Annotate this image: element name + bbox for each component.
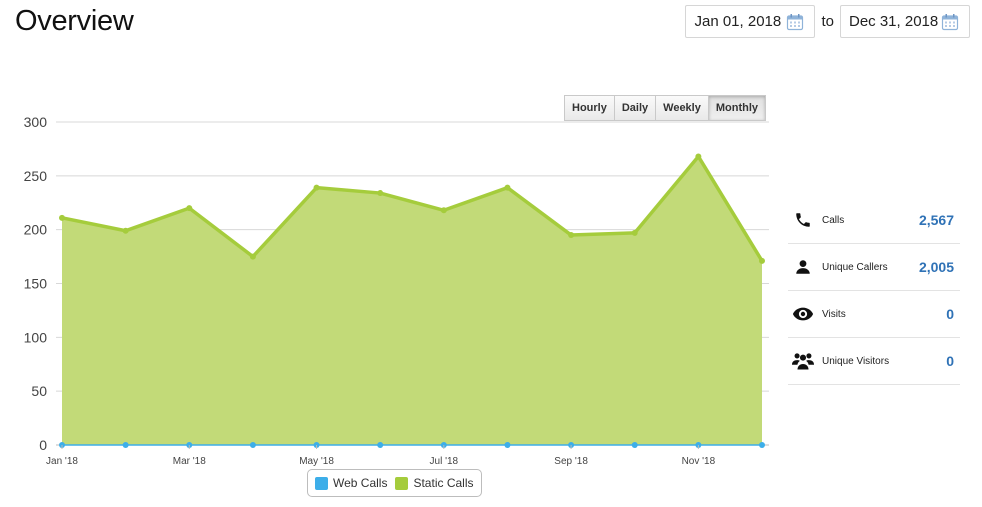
static-calls-point: [504, 184, 511, 191]
page-title: Overview: [15, 5, 134, 37]
legend-swatch: [395, 476, 409, 490]
x-tick-label: Mar '18: [173, 456, 206, 467]
web-calls-point: [249, 442, 256, 448]
granularity-monthly-button[interactable]: Monthly: [707, 95, 767, 121]
y-tick-label: 200: [24, 222, 48, 238]
y-tick-label: 100: [24, 329, 48, 345]
static-calls-point: [59, 214, 65, 221]
static-calls-point: [631, 229, 638, 236]
y-tick-label: 300: [24, 114, 48, 130]
stats-panel: Calls 2,567 Unique Callers 2,005 Visits 0 Uniq…: [788, 197, 960, 385]
date-from-input[interactable]: Jan 01, 2018: [685, 5, 816, 38]
static-calls-point: [440, 207, 447, 214]
legend-label: Static Calls: [413, 476, 474, 490]
date-to-input[interactable]: Dec 31, 2018: [840, 5, 970, 38]
web-calls-point: [122, 442, 129, 448]
user-icon: [792, 256, 814, 278]
date-range: Jan 01, 2018 to Dec 31, 2018: [685, 5, 970, 38]
stat-label: Calls: [822, 214, 845, 226]
static-calls-line: [61, 154, 764, 262]
eye-icon: [792, 303, 814, 325]
static-calls-point: [249, 253, 256, 260]
static-calls-point: [568, 232, 575, 239]
static-calls-area: [62, 156, 762, 445]
granularity-weekly-button[interactable]: Weekly: [655, 95, 708, 121]
static-calls-point: [377, 190, 384, 197]
legend-label: Web Calls: [333, 476, 388, 490]
date-from-value: Jan 01, 2018: [694, 13, 782, 30]
y-tick-label: 0: [39, 437, 47, 453]
x-tick-label: Jul '18: [430, 456, 459, 467]
x-tick-label: Sep '18: [554, 456, 588, 467]
x-tick-label: May '18: [299, 456, 334, 467]
date-to-value: Dec 31, 2018: [849, 13, 939, 30]
chart-legend: Web Calls Static Calls: [307, 469, 482, 497]
static-calls-point: [122, 227, 129, 234]
x-tick-label: Jan '18: [46, 456, 78, 467]
stat-value: 2,567: [918, 212, 954, 228]
granularity-daily-button[interactable]: Daily: [613, 95, 656, 121]
legend-item-web-calls[interactable]: Web Calls: [315, 476, 387, 490]
stat-row-unique-visitors: Unique Visitors 0: [788, 338, 960, 385]
legend-item-static-calls[interactable]: Static Calls: [395, 476, 474, 490]
web-calls-point: [759, 442, 765, 448]
stat-row-visits: Visits 0: [788, 291, 960, 338]
phone-icon: [792, 209, 814, 231]
stat-row-calls: Calls 2,567: [788, 197, 960, 244]
stat-value: 0: [946, 306, 954, 322]
web-calls-point: [504, 442, 511, 448]
granularity-hourly-button[interactable]: Hourly: [564, 95, 614, 121]
stat-value: 2,005: [918, 259, 954, 275]
web-calls-point: [377, 442, 384, 448]
stat-label: Visits: [822, 308, 846, 320]
users-icon: [792, 350, 814, 372]
x-tick-label: Nov '18: [682, 456, 716, 467]
y-tick-label: 50: [31, 383, 47, 399]
granularity-toggle: Hourly Daily Weekly Monthly: [564, 95, 767, 121]
legend-swatch: [315, 476, 328, 490]
static-calls-point: [695, 153, 702, 160]
stat-row-unique-callers: Unique Callers 2,005: [788, 244, 960, 291]
stat-label: Unique Callers: [822, 261, 888, 273]
web-calls-point: [631, 442, 638, 448]
y-tick-label: 150: [24, 276, 48, 292]
y-tick-label: 250: [24, 168, 48, 184]
to-label: to: [821, 13, 834, 30]
calendar-icon[interactable]: [941, 13, 959, 31]
calendar-icon[interactable]: [786, 13, 804, 31]
call-volume-chart: 0 50 100 150 200 250 300 Jan '18 Mar '18 May '18 J…: [24, 114, 769, 467]
stat-label: Unique Visitors: [822, 355, 890, 367]
static-calls-point: [313, 184, 320, 191]
stat-value: 0: [946, 353, 954, 369]
static-calls-point: [186, 205, 193, 212]
static-calls-point: [759, 257, 765, 264]
